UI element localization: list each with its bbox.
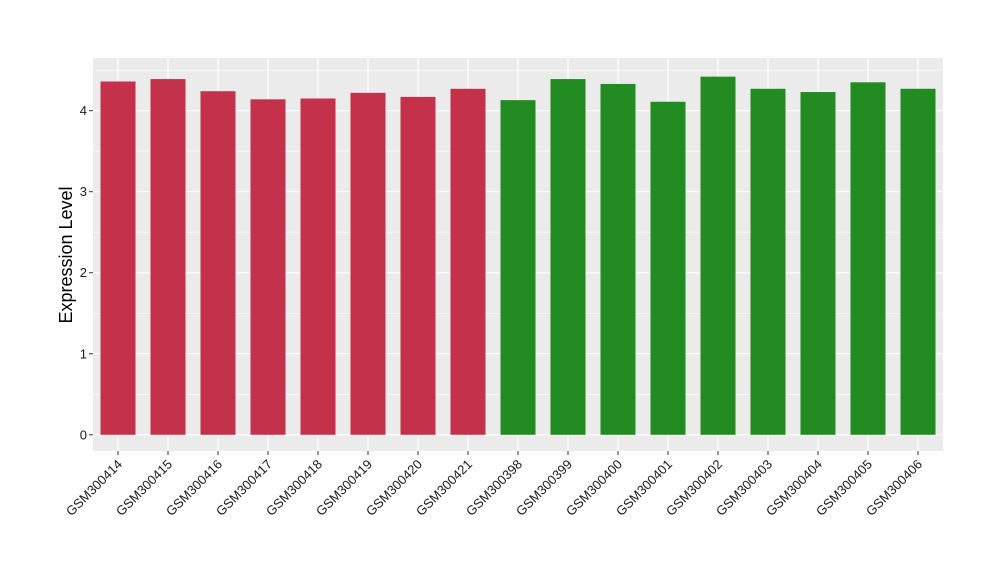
bar-GSM300399 xyxy=(550,79,586,435)
y-tick-label: 3 xyxy=(80,184,87,199)
bar-GSM300421 xyxy=(450,88,486,435)
bar-GSM300417 xyxy=(250,99,286,435)
bar-GSM300416 xyxy=(200,91,236,435)
bar-GSM300404 xyxy=(800,92,836,435)
y-tick-label: 4 xyxy=(80,103,87,118)
y-tick-label: 0 xyxy=(80,427,87,442)
bar-GSM300420 xyxy=(400,96,436,435)
bar-GSM300403 xyxy=(750,88,786,435)
bar-GSM300419 xyxy=(350,92,386,435)
y-axis-title: Expression Level xyxy=(56,186,76,323)
bar-GSM300401 xyxy=(650,101,686,435)
x-axis: GSM300414GSM300415GSM300416GSM300417GSM3… xyxy=(63,451,925,519)
bar-GSM300415 xyxy=(150,79,186,435)
bar-GSM300405 xyxy=(850,82,886,435)
bar-GSM300402 xyxy=(700,76,736,435)
bar-GSM300398 xyxy=(500,100,536,435)
y-tick-label: 2 xyxy=(80,265,87,280)
y-axis: 0 1 2 3 4 xyxy=(80,103,93,442)
bar-GSM300406 xyxy=(900,88,936,435)
bar-GSM300400 xyxy=(600,83,636,435)
bars xyxy=(100,76,936,435)
y-tick-label: 1 xyxy=(80,346,87,361)
bar-GSM300414 xyxy=(100,81,136,435)
bar-GSM300418 xyxy=(300,98,336,435)
